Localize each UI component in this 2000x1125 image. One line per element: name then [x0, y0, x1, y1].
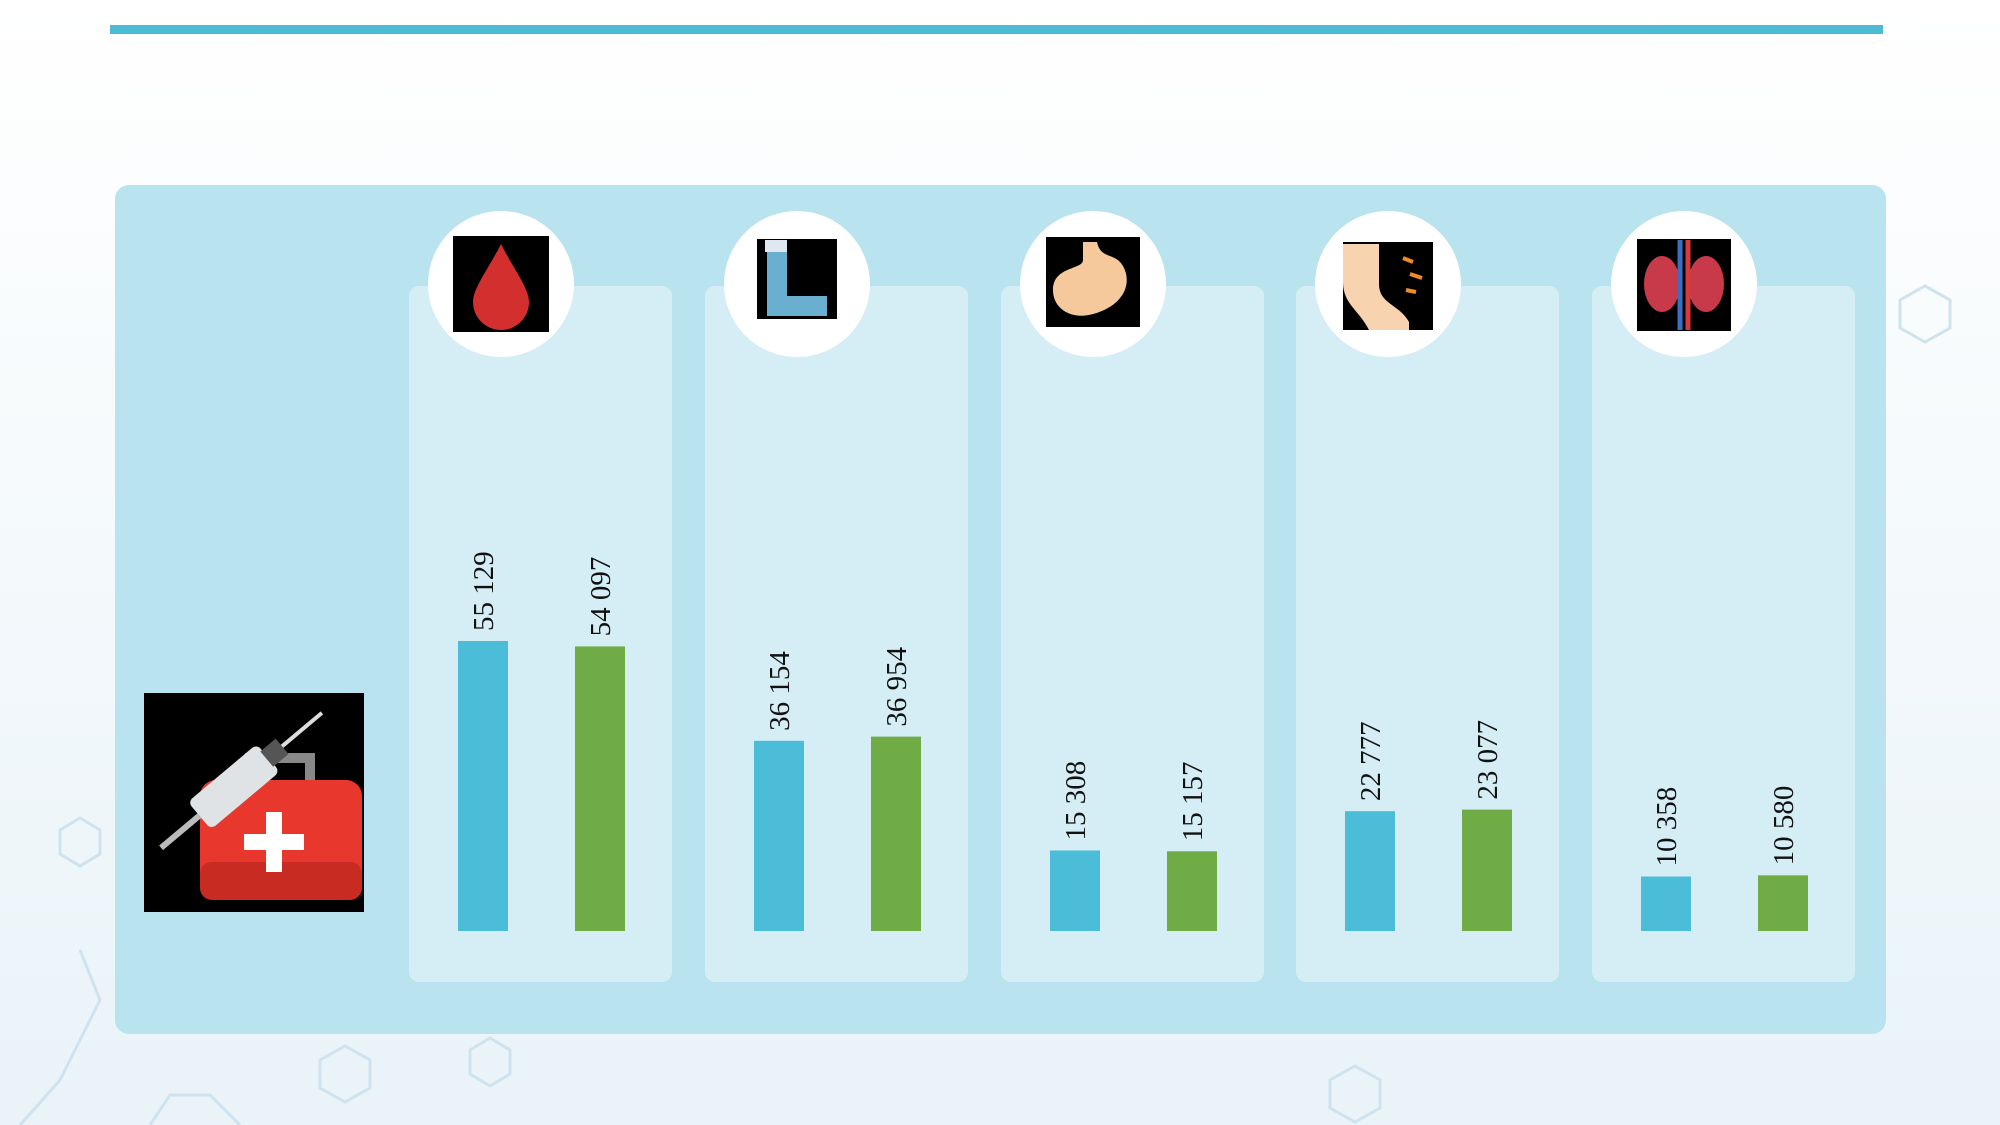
- bar: [1641, 876, 1691, 931]
- group-panel: [1001, 286, 1264, 982]
- value-label: 54 097: [585, 557, 617, 637]
- value-label: 22 777: [1355, 721, 1387, 801]
- icon-blood: [428, 211, 574, 357]
- value-label: 10 580: [1768, 786, 1800, 866]
- group-panel: [409, 286, 672, 982]
- value-label: 15 157: [1177, 762, 1209, 842]
- group-panel: [1592, 286, 1855, 982]
- icon-stomach: [1020, 211, 1166, 357]
- icon-inhaler: [724, 211, 870, 357]
- value-label: 10 358: [1651, 787, 1683, 867]
- value-label: 55 129: [468, 551, 500, 631]
- bars: 55 129 36 154 15 308 22 777 10 358 54 097 36 9…: [458, 551, 1808, 931]
- hexagon-decoration: [18, 284, 1952, 1125]
- bar: [575, 646, 625, 931]
- bar: [1462, 809, 1512, 931]
- left-icon: [144, 693, 364, 912]
- group-panels: [409, 286, 1855, 982]
- bar: [458, 641, 508, 931]
- bar: [1050, 850, 1100, 931]
- bar: [871, 736, 921, 931]
- icon-kidneys: [1611, 211, 1757, 357]
- value-label: 15 308: [1060, 761, 1092, 841]
- value-label: 36 954: [881, 646, 913, 726]
- bar: [1167, 851, 1217, 931]
- bar: [1345, 811, 1395, 931]
- value-label: 23 077: [1472, 720, 1504, 800]
- bar: [754, 740, 804, 931]
- group-panel: [1296, 286, 1559, 982]
- value-label: 36 154: [764, 651, 796, 731]
- top-rule: [110, 25, 1883, 34]
- bar: [1758, 875, 1808, 931]
- group-panel: [705, 286, 968, 982]
- icon-leg: [1315, 211, 1461, 357]
